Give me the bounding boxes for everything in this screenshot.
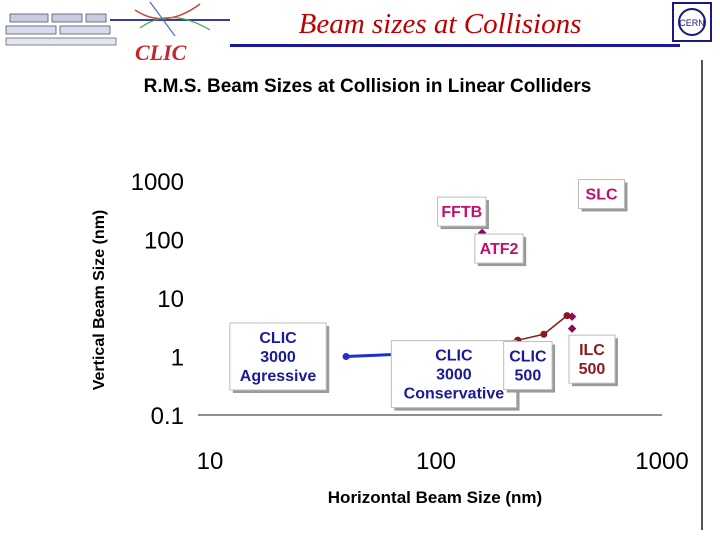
annotation-label-4-2: Conservative [404, 386, 505, 403]
clic-logo: CLIC [5, 1, 230, 60]
logo-bar-5 [59, 25, 111, 35]
series-point-2-1 [567, 312, 577, 321]
annotation-box-0 [578, 178, 626, 209]
logo-text: CLIC [135, 40, 187, 60]
y-tick-label-0: 1000 [131, 169, 184, 196]
annotation-label-3-0: CLIC [259, 330, 297, 347]
cern-logo-ring [678, 8, 706, 36]
annotation-box-5 [503, 341, 553, 391]
annotation-label-4-1: 3000 [436, 367, 472, 384]
x-axis-label: Horizontal Beam Size (nm) [327, 488, 543, 507]
chart-title: R.M.S. Beam Sizes at Collision in Linear… [143, 76, 592, 97]
logo-swirl-1 [134, 3, 201, 20]
y-tick-label-3: 1 [171, 345, 184, 372]
logo-bar-2 [51, 13, 83, 23]
logo-bar-4 [5, 25, 57, 35]
logo-bar-6 [5, 37, 117, 46]
header-rule [230, 44, 680, 47]
series-point-1-1 [540, 330, 548, 338]
annotation-box-1 [437, 196, 487, 227]
annotation-label-4-0: CLIC [435, 348, 473, 365]
series-point-2-0 [567, 324, 577, 333]
logo-swirl-3 [149, 1, 176, 37]
logo-swirl-2 [139, 16, 211, 31]
cern-logo-text: CERN [679, 18, 705, 28]
x-tick-label-1: 100 [416, 448, 456, 475]
annotation-label-2-0: ATF2 [480, 241, 519, 258]
x-tick-label-2: 1000 [635, 448, 688, 475]
header-band: CLIC Beam sizes at Collisions CERN [0, 0, 720, 60]
y-tick-label-1: 100 [144, 228, 184, 255]
series-point-0-0 [342, 353, 350, 360]
annotation-box-3 [229, 322, 327, 391]
annotation-box-4 [390, 340, 517, 409]
annotation-box-2 [474, 233, 524, 264]
y-tick-label-2: 10 [157, 286, 184, 313]
annotation-label-3-1: 3000 [260, 349, 296, 366]
annotation-label-6-1: 500 [579, 361, 606, 378]
slide-title: Beam sizes at Collisions [298, 8, 582, 40]
annotation-label-1-0: FFTB [441, 204, 482, 221]
annotation-label-6-0: ILC [579, 342, 605, 359]
y-tick-label-4: 0.1 [151, 403, 184, 430]
annotation-label-5-0: CLIC [509, 349, 547, 366]
annotation-label-0-0: SLC [586, 186, 618, 203]
logo-bar-3 [85, 13, 107, 23]
logo-bar-1 [9, 13, 49, 23]
cern-logo: CERN [672, 2, 712, 42]
right-rule [701, 60, 703, 530]
x-tick-label-0: 10 [197, 448, 224, 475]
annotation-label-5-1: 500 [515, 368, 542, 385]
annotation-label-3-2: Agressive [240, 368, 317, 385]
annotation-box-6 [568, 334, 616, 384]
